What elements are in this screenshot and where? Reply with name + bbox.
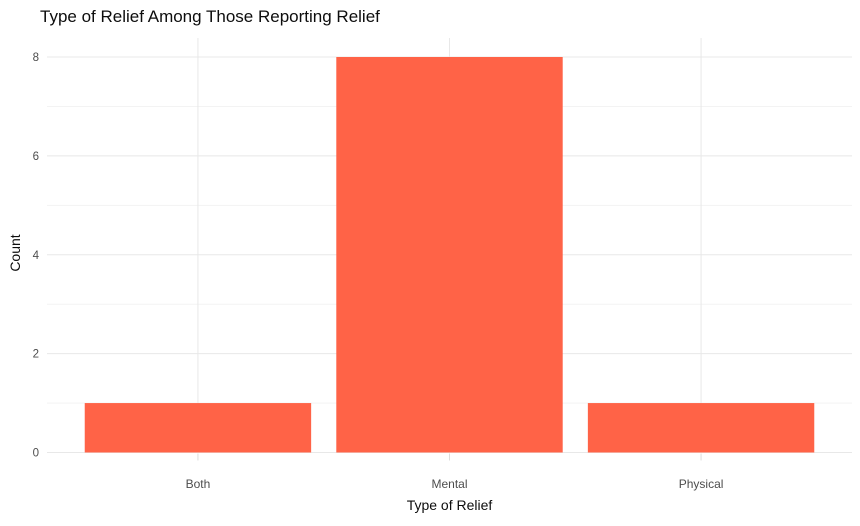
y-tick-label: 4 <box>33 250 40 262</box>
bar-physical <box>587 403 815 453</box>
y-tick-label: 0 <box>33 448 39 460</box>
chart-title: Type of Relief Among Those Reporting Rel… <box>40 7 380 26</box>
y-tick-label: 6 <box>33 151 39 163</box>
y-tick-label: 8 <box>33 52 39 64</box>
x-tick-label: Mental <box>431 477 467 491</box>
x-tick-label: Physical <box>679 477 724 491</box>
x-tick-label: Both <box>186 477 211 491</box>
bar-both <box>84 403 312 453</box>
bar-mental <box>336 57 563 453</box>
x-axis-title: Type of Relief <box>406 497 493 513</box>
y-tick-label: 2 <box>33 349 39 361</box>
